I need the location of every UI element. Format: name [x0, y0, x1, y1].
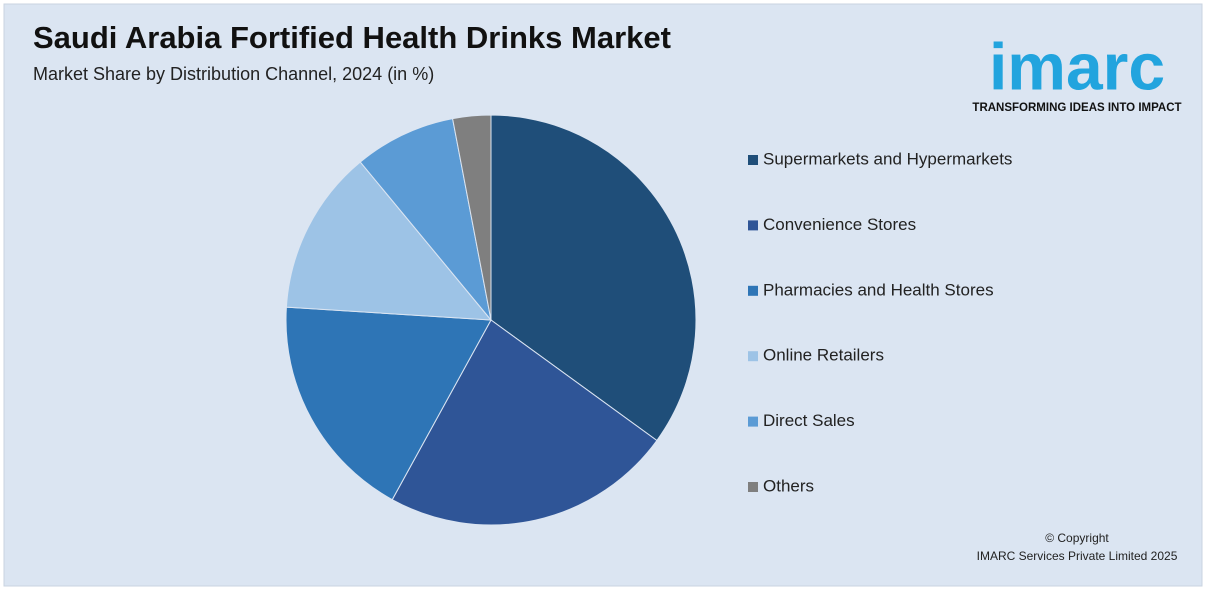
- legend-marker: [748, 416, 758, 427]
- pie-slice: [359, 118, 492, 321]
- legend-label: Online Retailers: [763, 346, 884, 365]
- legend-label: Pharmacies and Health Stores: [763, 280, 994, 299]
- legend-marker: [748, 155, 758, 165]
- legend-marker: [748, 220, 758, 231]
- legend-label: Supermarkets and Hypermarkets: [763, 149, 1012, 168]
- pie-slice: [285, 161, 493, 321]
- copyright: IMARC Services Private Limited 2025: [977, 549, 1178, 563]
- chart-title: Saudi Arabia Fortified Health Drinks Mar…: [33, 20, 671, 55]
- legend-label: Others: [763, 476, 814, 495]
- chart-subtitle: Market Share by Distribution Channel, 20…: [33, 64, 434, 84]
- logo: imarc: [989, 29, 1165, 103]
- pie-slice: [452, 114, 492, 321]
- pie-slice: [285, 306, 492, 501]
- legend-label: Direct Sales: [763, 411, 855, 430]
- legend-marker: [748, 351, 758, 362]
- legend-label: Convenience Stores: [763, 215, 916, 234]
- pie-slice: [490, 114, 697, 442]
- pie-slice: [391, 319, 658, 526]
- legend-marker: [748, 285, 758, 296]
- copyright: © Copyright: [1045, 531, 1109, 545]
- logo-tagline: TRANSFORMING IDEAS INTO IMPACT: [972, 102, 1181, 114]
- legend-marker: [748, 482, 758, 492]
